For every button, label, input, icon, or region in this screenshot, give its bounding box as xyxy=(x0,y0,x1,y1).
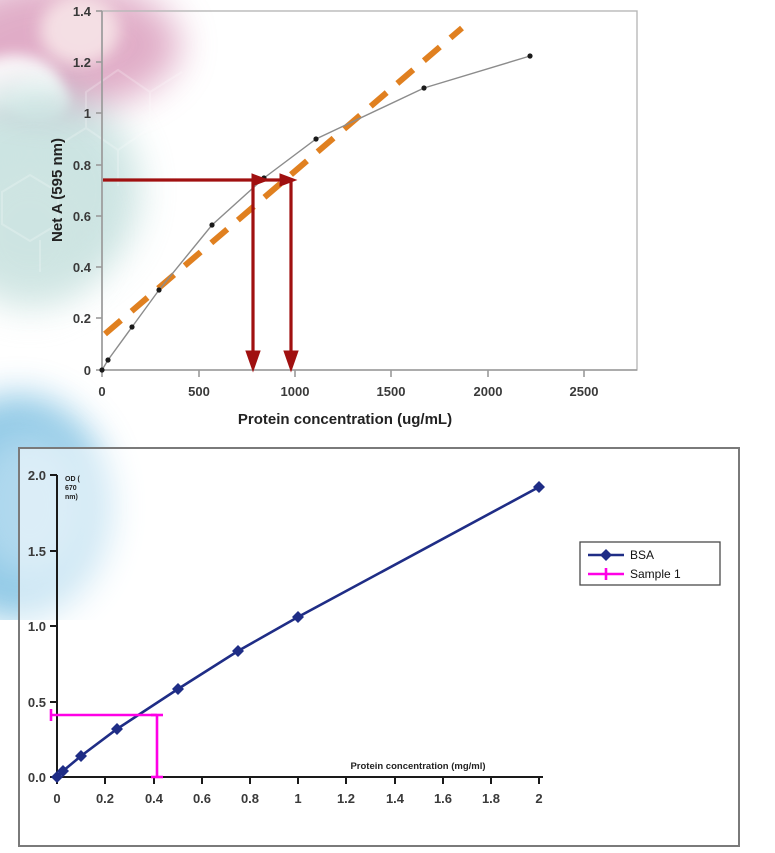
chart-bsa-standard-curve: 2.0 1.5 1.0 0.5 0.0 xyxy=(18,447,740,847)
top-readout-annotation xyxy=(103,173,299,373)
bottom-xtick-1_8: 1.8 xyxy=(482,791,500,806)
sample1-readout xyxy=(49,709,163,779)
top-x-axis-title: Protein concentration (ug/mL) xyxy=(238,411,452,428)
top-y-tick-labels: 1.4 1.2 1 0.8 0.6 0.4 0.2 0 xyxy=(73,4,92,378)
top-x-ticks xyxy=(101,370,585,377)
bottom-y-axis-title-line2: 670 xyxy=(65,485,77,492)
top-ytick-0_4: 0.4 xyxy=(73,260,92,275)
readout-arrowhead-3 xyxy=(245,350,261,373)
bottom-xtick-0_2: 0.2 xyxy=(96,791,114,806)
readout-arrowhead-2 xyxy=(279,173,298,187)
bottom-ytick-1_0: 1.0 xyxy=(28,619,46,634)
legend-label-bsa: BSA xyxy=(630,548,654,562)
top-ytick-1_4: 1.4 xyxy=(73,4,92,19)
bottom-xtick-1_6: 1.6 xyxy=(434,791,452,806)
bottom-y-axis-title: OD ( 670 nm) xyxy=(65,476,80,501)
bottom-ytick-0_5: 0.5 xyxy=(28,695,46,710)
readout-arrowhead-4 xyxy=(283,350,299,373)
top-ytick-0_8: 0.8 xyxy=(73,158,91,173)
top-ytick-1_2: 1.2 xyxy=(73,55,91,70)
top-x-tick-labels: 0 500 1000 1500 2000 2500 xyxy=(98,384,598,399)
top-ytick-0: 0 xyxy=(84,363,91,378)
bottom-xtick-1_4: 1.4 xyxy=(386,791,405,806)
bottom-ytick-2_0: 2.0 xyxy=(28,468,46,483)
bottom-xtick-1_2: 1.2 xyxy=(337,791,355,806)
legend-entry-sample-1[interactable]: Sample 1 xyxy=(588,567,681,581)
top-xtick-0: 0 xyxy=(98,384,105,399)
top-xtick-500: 500 xyxy=(188,384,210,399)
legend-box xyxy=(579,541,721,586)
bottom-x-tick-labels: 0 0.2 0.4 0.6 0.8 1 1.2 1.4 1.6 1.8 2 xyxy=(53,791,542,806)
top-plot-border xyxy=(101,10,638,371)
bottom-y-axis-title-line3: nm) xyxy=(65,494,78,501)
bottom-y-axis-title-line1: OD ( xyxy=(65,476,80,483)
bottom-xtick-0: 0 xyxy=(53,791,60,806)
bottom-chart-svg: 2.0 1.5 1.0 0.5 0.0 xyxy=(28,468,721,806)
bottom-xtick-1: 1 xyxy=(294,791,301,806)
bottom-xtick-0_4: 0.4 xyxy=(145,791,164,806)
top-xtick-1500: 1500 xyxy=(377,384,406,399)
top-ytick-0_2: 0.2 xyxy=(73,311,91,326)
bsa-curve xyxy=(56,485,540,778)
bsa-data-markers xyxy=(51,481,545,783)
top-xtick-2000: 2000 xyxy=(474,384,503,399)
bottom-legend: BSA Sample 1 xyxy=(579,541,721,586)
bottom-y-ticks xyxy=(50,474,57,778)
legend-label-sample-1: Sample 1 xyxy=(630,567,681,581)
bottom-x-axis-title: Protein concentration (mg/ml) xyxy=(350,761,485,772)
chart-bradford-standard-curve: 1.4 1.2 1 0.8 0.6 0.4 0.2 0 0 xyxy=(49,4,638,428)
bottom-x-ticks xyxy=(56,777,540,784)
top-xtick-2500: 2500 xyxy=(570,384,599,399)
top-ytick-0_6: 0.6 xyxy=(73,209,91,224)
bottom-xtick-0_8: 0.8 xyxy=(241,791,259,806)
bottom-xtick-0_6: 0.6 xyxy=(193,791,211,806)
top-xtick-1000: 1000 xyxy=(281,384,310,399)
top-chart-svg: 1.4 1.2 1 0.8 0.6 0.4 0.2 0 0 xyxy=(49,4,638,428)
top-data-markers xyxy=(99,53,533,373)
top-ytick-1: 1 xyxy=(84,106,91,121)
bottom-ytick-0_0: 0.0 xyxy=(28,770,46,785)
top-y-ticks xyxy=(96,10,102,371)
legend-marker-bsa-diamond xyxy=(600,549,612,561)
bottom-y-tick-labels: 2.0 1.5 1.0 0.5 0.0 xyxy=(28,468,46,785)
top-standard-curve xyxy=(101,55,531,371)
bottom-ytick-1_5: 1.5 xyxy=(28,544,46,559)
legend-entry-bsa[interactable]: BSA xyxy=(588,548,654,562)
top-y-axis-title: Net A (595 nm) xyxy=(49,138,66,242)
bottom-xtick-2: 2 xyxy=(535,791,542,806)
